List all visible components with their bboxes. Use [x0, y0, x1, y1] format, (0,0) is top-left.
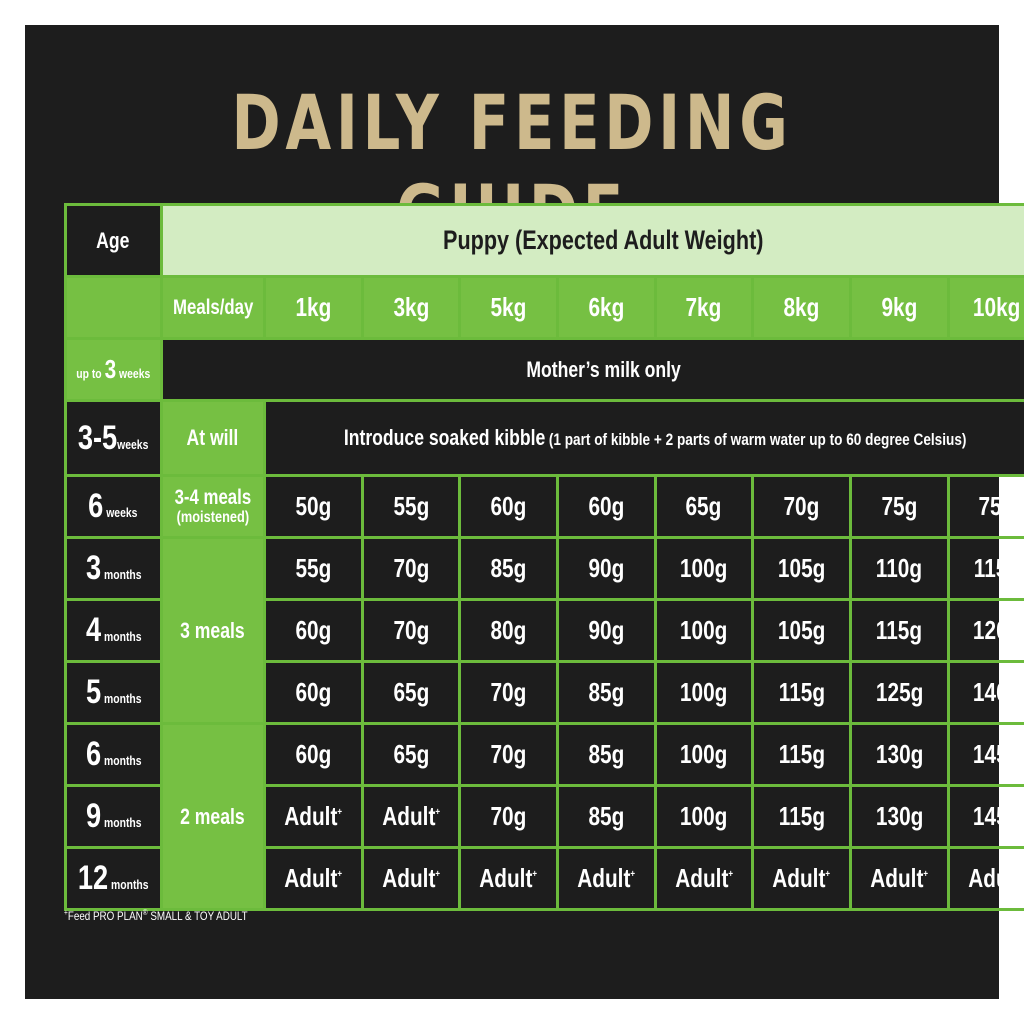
amount-cell: 60g	[262, 722, 364, 787]
weight-header: 5kg	[458, 275, 559, 340]
amount-cell: 55g	[360, 474, 462, 539]
weight-header: 7kg	[653, 275, 755, 340]
footnote: +Feed PRO PLAN® SMALL & TOY ADULT	[64, 908, 248, 923]
amount-cell: 115g	[946, 536, 1024, 601]
amount-cell: Adult+	[360, 784, 462, 849]
amount-cell: 115g	[751, 784, 852, 849]
amount-cell: 70g	[360, 536, 462, 601]
amount-cell: Adult+	[262, 784, 364, 849]
amount-cell: 100g	[653, 598, 755, 663]
age-cell: 3-5weeks	[64, 399, 163, 477]
amount-cell: 75g	[946, 474, 1024, 539]
amount-cell: 110g	[848, 536, 950, 601]
amount-cell: 85g	[555, 660, 657, 725]
weight-header: 3kg	[360, 275, 462, 340]
amount-cell: 85g	[458, 536, 559, 601]
mothers-milk-cell: Mother’s milk only	[159, 337, 1024, 402]
amount-cell: 75g	[848, 474, 950, 539]
meals-cell: At will	[159, 399, 266, 477]
weight-header: 6kg	[555, 275, 657, 340]
amount-cell: Adult+	[458, 846, 559, 911]
amount-cell: 85g	[555, 722, 657, 787]
amount-cell: 65g	[360, 660, 462, 725]
amount-cell: 100g	[653, 536, 755, 601]
amount-cell: 70g	[751, 474, 852, 539]
amount-cell: 70g	[458, 722, 559, 787]
amount-cell: Adult+	[555, 846, 657, 911]
amount-cell: 70g	[458, 660, 559, 725]
amount-cell: 60g	[262, 660, 364, 725]
meals-cell-2-meals: 2 meals	[159, 722, 266, 911]
amount-cell: 100g	[653, 784, 755, 849]
meals-cell: 3-4 meals (moistened)	[159, 474, 266, 539]
amount-cell: 65g	[360, 722, 462, 787]
age-header-blank	[64, 275, 163, 340]
amount-cell: 85g	[555, 784, 657, 849]
amount-cell: Adult+	[360, 846, 462, 911]
amount-cell: 145g	[946, 722, 1024, 787]
meals-cell-3-meals: 3 meals	[159, 536, 266, 725]
amount-cell: 60g	[458, 474, 559, 539]
age-header: Age	[64, 203, 163, 278]
weight-header: 10kg	[946, 275, 1024, 340]
amount-cell: 105g	[751, 536, 852, 601]
age-cell: 9 months	[64, 784, 163, 849]
intro-kibble-cell: Introduce soaked kibble (1 part of kibbl…	[262, 399, 1024, 477]
weight-header: 9kg	[848, 275, 950, 340]
age-cell: 12 months	[64, 846, 163, 911]
amount-cell: 50g	[262, 474, 364, 539]
amount-cell: 145g	[946, 784, 1024, 849]
amount-cell: 100g	[653, 722, 755, 787]
amount-cell: 90g	[555, 598, 657, 663]
amount-cell: 140g	[946, 660, 1024, 725]
amount-cell: 55g	[262, 536, 364, 601]
age-cell: 6 months	[64, 722, 163, 787]
amount-cell: 115g	[848, 598, 950, 663]
weight-header: 8kg	[751, 275, 852, 340]
amount-cell: 100g	[653, 660, 755, 725]
amount-cell: Adult+	[848, 846, 950, 911]
meals-header: Meals/day	[159, 275, 266, 340]
amount-cell: Adult+	[751, 846, 852, 911]
age-cell: 6 weeks	[64, 474, 163, 539]
amount-cell: Adult+	[653, 846, 755, 911]
amount-cell: 130g	[848, 722, 950, 787]
amount-cell: 115g	[751, 660, 852, 725]
amount-cell: Adult+	[262, 846, 364, 911]
age-cell: 5 months	[64, 660, 163, 725]
amount-cell: 120g	[946, 598, 1024, 663]
amount-cell: 130g	[848, 784, 950, 849]
amount-cell: 125g	[848, 660, 950, 725]
amount-cell: 70g	[458, 784, 559, 849]
feeding-table: Age Puppy (Expected Adult Weight) Meals/…	[64, 203, 1024, 911]
amount-cell: 90g	[555, 536, 657, 601]
amount-cell: 115g	[751, 722, 852, 787]
age-cell: up to 3 weeks	[64, 337, 163, 402]
amount-cell: 60g	[555, 474, 657, 539]
amount-cell: 60g	[262, 598, 364, 663]
puppy-header: Puppy (Expected Adult Weight)	[159, 203, 1024, 278]
age-cell: 4 months	[64, 598, 163, 663]
amount-cell: 105g	[751, 598, 852, 663]
amount-cell: Adult+	[946, 846, 1024, 911]
age-cell: 3 months	[64, 536, 163, 601]
amount-cell: 65g	[653, 474, 755, 539]
amount-cell: 70g	[360, 598, 462, 663]
weight-header: 1kg	[262, 275, 364, 340]
amount-cell: 80g	[458, 598, 559, 663]
